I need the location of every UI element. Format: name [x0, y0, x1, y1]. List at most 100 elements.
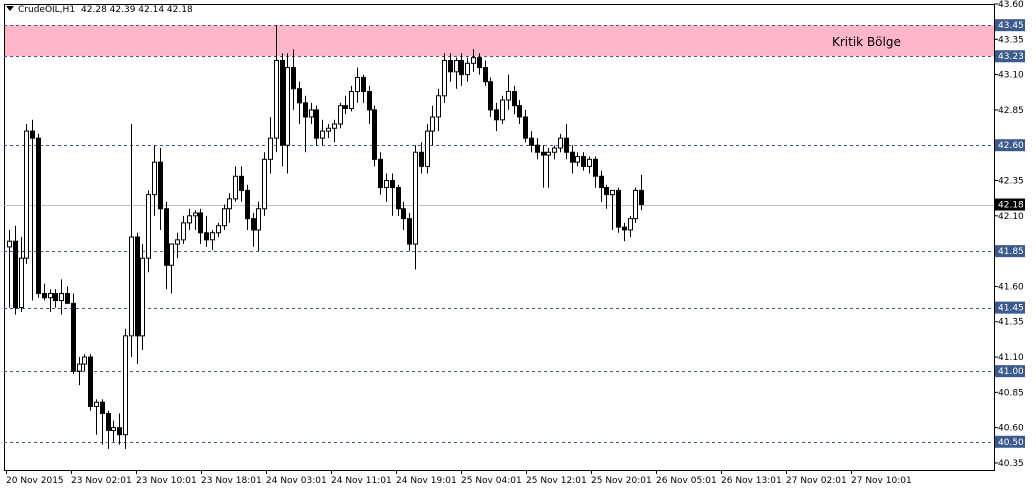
candle-body: [396, 187, 401, 210]
candle-body: [430, 116, 435, 132]
y-tick-label: 41.60: [998, 282, 1024, 292]
level-label-box: [995, 50, 1025, 63]
ohlc-readout: 42.28 42.39 42.14 42.18: [81, 5, 193, 15]
candle-body: [59, 292, 64, 302]
candle-body: [181, 222, 186, 241]
candle-body: [48, 292, 53, 299]
candle-body: [413, 151, 418, 245]
candle-body: [187, 215, 192, 224]
candle-body: [512, 91, 517, 107]
y-tick-label: 43.35: [998, 35, 1024, 45]
candle-body: [42, 292, 47, 299]
candle-body: [459, 59, 464, 76]
candle-body: [280, 59, 285, 146]
candle-body: [477, 57, 482, 69]
plot-frame: [4, 4, 995, 471]
x-tick-label: 24 Nov 19:01: [396, 476, 457, 486]
candle-body: [500, 99, 505, 121]
candle-body: [245, 189, 250, 220]
candle-body: [227, 198, 232, 210]
x-tick-label: 24 Nov 03:01: [266, 476, 327, 486]
candle-body: [570, 151, 575, 163]
x-tick-label: 25 Nov 12:01: [526, 476, 587, 486]
y-tick-label: 41.35: [998, 318, 1024, 328]
candle-body: [30, 130, 35, 139]
candle-body: [193, 212, 198, 217]
y-tick-label: 40.85: [998, 388, 1024, 398]
candle-body: [454, 59, 459, 73]
candle-body: [256, 208, 261, 231]
x-tick-label: 26 Nov 13:01: [721, 476, 782, 486]
x-tick-label: 24 Nov 11:01: [331, 476, 392, 486]
x-tick-label: 27 Nov 02:01: [786, 476, 847, 486]
candle-body: [407, 218, 412, 245]
level-label: 41.85: [998, 247, 1024, 257]
candle-body: [158, 161, 163, 210]
candle-body: [523, 116, 528, 139]
candle-body: [314, 109, 319, 139]
candle-body: [541, 151, 546, 156]
level-label: 40.50: [998, 438, 1024, 448]
y-tick-label: 41.10: [998, 353, 1024, 363]
candle-body: [320, 130, 325, 139]
candle-body: [349, 91, 354, 109]
candle-body: [361, 76, 366, 93]
candle-body: [53, 292, 58, 302]
candle-body: [442, 59, 447, 97]
candle-body: [448, 59, 453, 73]
chart-header: CrudeOIL,H1 42.28 42.39 42.14 42.18: [6, 5, 193, 15]
candle-body: [129, 236, 134, 337]
candle-body: [471, 57, 476, 64]
candle-body: [36, 137, 41, 294]
level-label-box: [995, 435, 1025, 448]
candle-body: [367, 91, 372, 111]
candle-body: [355, 76, 360, 93]
candle-body: [552, 147, 557, 153]
candle-body: [19, 257, 24, 309]
y-tick-label: 43.10: [998, 71, 1024, 81]
candle-body: [506, 91, 511, 101]
candle-body: [164, 208, 169, 266]
candle-body: [7, 240, 12, 248]
candle-body: [303, 102, 308, 118]
level-label-box: [995, 19, 1025, 32]
critical-zone-label: Kritik Bölge: [832, 35, 901, 49]
candle-body: [436, 95, 441, 118]
x-tick-label: 25 Nov 04:01: [461, 476, 522, 486]
candle-body: [546, 151, 551, 156]
candle-body: [24, 130, 29, 259]
y-tick-label: 42.85: [998, 106, 1024, 116]
candle-body: [494, 109, 499, 121]
x-tick-label: 25 Nov 20:01: [591, 476, 652, 486]
critical-zone-band: [4, 25, 994, 57]
y-tick-label: 40.60: [998, 424, 1024, 434]
candle-body: [575, 156, 580, 163]
candle-body: [222, 208, 227, 227]
candle-body: [401, 208, 406, 220]
candle-body: [483, 67, 488, 83]
level-label: 41.00: [998, 367, 1024, 377]
candle-body: [332, 123, 337, 129]
candle-body: [639, 189, 644, 206]
candle-body: [239, 175, 244, 191]
candle-body: [285, 67, 290, 146]
chevron-down-icon[interactable]: [6, 6, 14, 11]
candle-body: [628, 218, 633, 231]
candle-body: [94, 401, 99, 407]
x-tick-label: 23 Nov 10:01: [136, 476, 197, 486]
candle-body: [198, 212, 203, 234]
candle-body: [297, 88, 302, 104]
level-label-box: [995, 245, 1025, 258]
x-tick-label: 23 Nov 18:01: [201, 476, 262, 486]
candle-body: [343, 105, 348, 109]
level-label: 42.60: [998, 141, 1024, 151]
x-tick-label: 26 Nov 05:01: [656, 476, 717, 486]
candle-body: [233, 175, 238, 200]
candle-body: [117, 427, 122, 436]
candle-body: [146, 194, 151, 259]
candle-body: [564, 137, 569, 153]
candle-body: [106, 413, 111, 431]
candle-body: [123, 335, 128, 436]
x-tick-label: 20 Nov 2015: [6, 476, 64, 486]
